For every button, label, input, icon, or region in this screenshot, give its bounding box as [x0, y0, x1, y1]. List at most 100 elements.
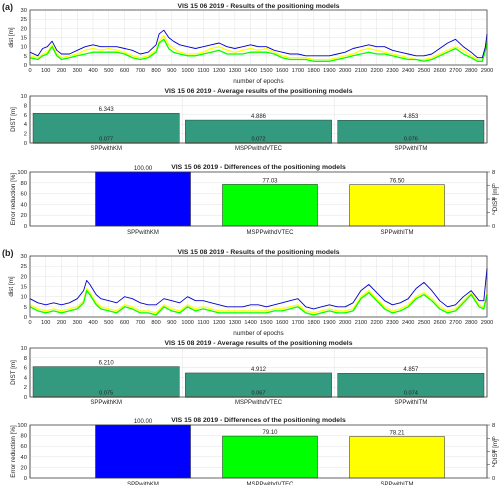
- x-tick-label: 1300: [229, 68, 241, 74]
- y-tick-label: 10: [21, 45, 27, 51]
- series-line-1: [29, 38, 488, 62]
- y2-axis-label: DIST [m]: [492, 186, 499, 211]
- x-tick-label: 2800: [465, 320, 477, 326]
- x-tick-label: 2200: [370, 320, 382, 326]
- bar-MSPPwithdVTEC: [185, 372, 332, 398]
- category-label: SPPwithKM: [90, 400, 122, 406]
- x-tick-label: 1800: [307, 320, 319, 326]
- bar-SPPwithKM: [95, 171, 191, 227]
- y-tick-label: 100: [17, 170, 27, 176]
- y-axis-label: dist [m]: [8, 276, 15, 297]
- y-tick-label: 6: [24, 113, 27, 119]
- y-tick-label: 20: [21, 465, 27, 471]
- x-tick-label: 1200: [213, 320, 225, 326]
- bar-SPPwithITM: [349, 436, 445, 479]
- y-tick-label: 30: [21, 254, 27, 260]
- x-tick-label: 700: [136, 68, 145, 74]
- x-tick-label: 1500: [260, 320, 272, 326]
- x-tick-label: 1100: [197, 320, 209, 326]
- y-tick-label: 0: [24, 315, 27, 321]
- bar-SPPwithKM: [32, 112, 180, 144]
- series-line-1: [29, 289, 488, 316]
- bar-SPPwithKM: [32, 366, 180, 398]
- x-tick-label: 1500: [260, 68, 272, 74]
- x-tick-label: 1000: [181, 320, 193, 326]
- x-tick-label: 300: [73, 320, 82, 326]
- plot-border: [29, 171, 488, 227]
- series-line-0: [29, 287, 488, 314]
- y-tick-label: 20: [21, 274, 27, 280]
- category-label: MSPPwithdVTEC: [235, 400, 283, 406]
- y2-tick-label: 0: [492, 224, 495, 230]
- x-tick-label: 800: [151, 320, 160, 326]
- x-tick-label: 0: [28, 68, 31, 74]
- x-tick-label: 2300: [386, 68, 398, 74]
- x-tick-label: 1300: [229, 320, 241, 326]
- plot-border: [29, 424, 488, 479]
- x-tick-label: 600: [120, 320, 129, 326]
- y-tick-label: 0: [24, 395, 27, 401]
- plot-border: [29, 9, 488, 66]
- x-tick-label: 1700: [292, 68, 304, 74]
- y-tick-label: 40: [21, 202, 27, 208]
- y-tick-label: 10: [21, 94, 27, 100]
- x-tick-label: 600: [120, 68, 129, 74]
- x-tick-label: 1200: [213, 68, 225, 74]
- bar-SPPwithITM: [349, 184, 445, 227]
- bar-value-label: 4.853: [403, 114, 419, 120]
- x-tick-label: 1900: [323, 320, 335, 326]
- y-tick-label: 25: [21, 264, 27, 270]
- y-tick-label: 5: [24, 54, 27, 60]
- y-axis-label: DIST [m]: [10, 107, 17, 132]
- bar-value-label: 100.00: [134, 419, 153, 425]
- x-tick-label: 500: [104, 68, 113, 74]
- small-value-label: 0.077: [99, 137, 113, 143]
- y-tick-label: 40: [21, 455, 27, 461]
- plot-border: [29, 347, 488, 398]
- category-label: SPPwithITM: [394, 400, 427, 406]
- x-tick-label: 0: [28, 320, 31, 326]
- y2-tick-label: 6: [492, 184, 495, 190]
- series-line-2: [29, 268, 488, 310]
- x-tick-label: 1100: [197, 68, 209, 74]
- chart-title: VIS 15 08 2019 - Average results of the …: [165, 340, 353, 347]
- y-tick-label: 20: [21, 26, 27, 32]
- bar-value-label: 77.03: [262, 178, 278, 184]
- x-tick-label: 1000: [181, 68, 193, 74]
- chart-title: VIS 15 06 2019 - Average results of the …: [165, 88, 353, 95]
- y-axis-label: Error reduction [%]: [10, 173, 17, 226]
- x-tick-label: 500: [104, 320, 113, 326]
- category-label: MSPPwithdVTEC: [235, 146, 283, 152]
- panel-letter: (b): [2, 248, 14, 258]
- y-tick-label: 8: [24, 103, 27, 109]
- chart-title: VIS 15 06 2019 - Differences of the posi…: [171, 164, 346, 171]
- x-axis-label: number of epochs: [233, 330, 283, 337]
- x-tick-label: 200: [57, 68, 66, 74]
- y2-tick-label: 4: [492, 450, 496, 456]
- bar-value-label: 4.886: [251, 114, 267, 120]
- bar-value-label: 79.10: [262, 430, 278, 436]
- x-tick-label: 2000: [339, 320, 351, 326]
- y-axis-label: DIST [m]: [10, 360, 17, 385]
- y2-tick-label: 4: [492, 197, 496, 203]
- x-tick-label: 2600: [433, 68, 445, 74]
- y-tick-label: 0: [24, 141, 27, 147]
- y-tick-label: 6: [24, 366, 27, 372]
- category-label: SPPwithKM: [90, 146, 122, 152]
- plot-border: [29, 255, 488, 318]
- y-tick-label: 10: [21, 295, 27, 301]
- y-tick-label: 30: [21, 8, 27, 14]
- y-tick-label: 80: [21, 181, 27, 187]
- x-tick-label: 2700: [449, 68, 461, 74]
- y-tick-label: 2: [24, 132, 27, 138]
- y2-tick-label: 8: [492, 423, 495, 429]
- chart-title: VIS 15 08 2019 - Differences of the posi…: [171, 417, 346, 424]
- bar-value-label: 4.857: [403, 367, 419, 373]
- small-value-label: 0.074: [404, 391, 418, 397]
- x-tick-label: 2900: [481, 68, 493, 74]
- bar-value-label: 78.21: [389, 431, 405, 437]
- x-tick-label: 2800: [465, 68, 477, 74]
- x-tick-label: 1400: [244, 320, 256, 326]
- bar-value-label: 6.343: [99, 107, 115, 113]
- small-value-label: 0.067: [252, 391, 266, 397]
